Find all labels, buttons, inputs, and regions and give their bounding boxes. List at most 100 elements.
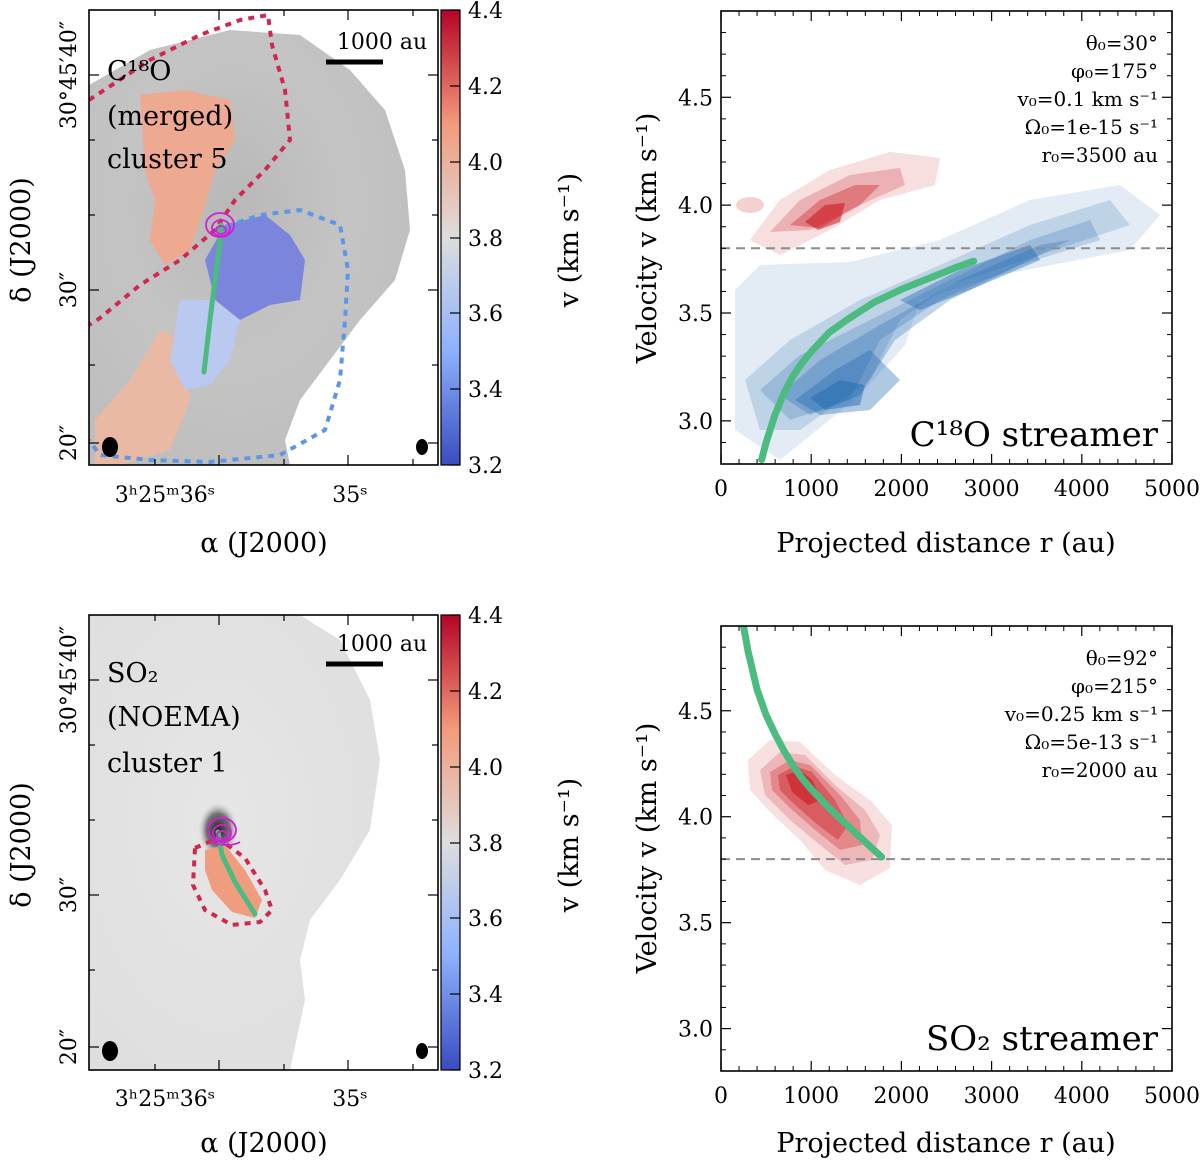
pv-c18o-param-1: φ₀=175° [1071,59,1158,83]
map-so2-beam-right [416,1043,428,1059]
map-so2-annotation-line-1: SO₂ [107,658,158,689]
pv1-xtick-label: 5000 [1144,477,1200,502]
pv2-xtick-label: 2000 [873,1084,929,1109]
pv2-xtick-label: 5000 [1144,1084,1200,1109]
map-so2-red-contour [190,835,275,928]
pv-c18o-xlabel: Projected distance r (au) [776,528,1115,559]
colorbar-c18o-tick-36: 3.6 [468,302,503,327]
pv-c18o-param-4: r₀=3500 au [1042,143,1159,167]
pv-c18o-param-0: θ₀=30° [1086,31,1158,55]
pv1-xtick-label: 3000 [964,477,1020,502]
map-so2-xtick-36s: 3ʰ25ᵐ36ˢ [115,1087,215,1112]
colorbar-c18o-tick-38: 3.8 [468,227,503,252]
map-c18o-annotation-line-3: cluster 5 [107,144,228,175]
colorbar-so2-tick-42: 4.2 [468,680,503,705]
map-c18o-scalebar-label: 1000 au [337,30,427,55]
map-so2-ytick-40: 30°45′40″ [57,626,82,734]
map-so2-scalebar-label: 1000 au [337,632,427,657]
pv-so2-param-2: v₀=0.25 km s⁻¹ [1004,702,1158,726]
map-so2-beam-left [102,1041,118,1061]
colorbar-c18o-ticks [450,9,460,466]
colorbar-so2: 4.4 4.2 4.0 3.8 3.6 3.4 3.2 v (km s⁻¹) [440,604,585,1084]
pv-so2-ylabel: Velocity v (km s⁻¹) [632,723,663,975]
map-c18o-beam-left [102,437,118,457]
pv-so2-param-1: φ₀=215° [1071,674,1158,698]
pv2-ytick-label: 4.5 [678,700,713,725]
pv-so2-title: SO₂ streamer [926,1019,1159,1059]
map-c18o-xtick-36s: 3ʰ25ᵐ36ˢ [115,483,215,508]
map-c18o-annotation-line-1: C¹⁸O [107,56,171,87]
map-c18o-ytick-40: 30°45′40″ [57,21,82,129]
map-c18o-streamline [201,222,224,375]
pv1-ytick-label: 3.0 [678,410,713,435]
pv-so2-param-0: θ₀=92° [1086,646,1158,670]
pv-so2-kde-red [748,740,892,885]
colorbar-so2-tick-40: 4.0 [468,756,503,781]
map-so2-ytick-30: 30″ [57,877,82,913]
pv-so2-xlabel: Projected distance r (au) [776,1128,1115,1159]
pv1-xtick-label: 1000 [783,477,839,502]
pv-so2-model-curve [740,626,886,861]
pv-c18o-title: C¹⁸O streamer [910,415,1159,455]
pv2-xtick-label: 0 [714,1084,728,1109]
pv-c18o-ticks: 0 1000 2000 3000 4000 5000 3.0 3.5 4.0 4.5 [678,10,1200,502]
map-so2-annotation-line-3: cluster 1 [107,748,228,779]
map-c18o-magenta-contours [205,212,235,238]
colorbar-c18o-label: v (km s⁻¹) [554,173,585,308]
map-c18o-ytick-20: 20″ [57,425,82,461]
pv-c18o-kde-red [736,152,940,255]
map-c18o-xtick-35s: 35ˢ [332,483,367,508]
map-c18o-red-contour [89,12,293,327]
colorbar-so2-tick-38: 3.8 [468,832,503,857]
pv2-ytick-label: 4.0 [678,806,713,831]
pv-so2-param-3: Ω₀=5e-13 s⁻¹ [1025,730,1158,754]
map-c18o-ylabel: δ (J2000) [6,177,37,302]
pv-so2-ticks: 0 1000 2000 3000 4000 5000 3.0 3.5 4.0 4.5 [678,625,1200,1109]
colorbar-so2-tick-44: 4.4 [468,604,503,629]
map-so2-magenta-contours [207,817,241,846]
pv-c18o-kde-blue [735,185,1160,460]
map-c18o-beam-right [416,439,428,455]
colorbar-c18o: 4.4 4.2 4.0 3.8 3.6 3.4 3.2 v (km s⁻¹) [440,0,585,479]
map-c18o-red-emission-south [95,330,190,465]
pv2-ytick-label: 3.5 [678,912,713,937]
colorbar-so2-tick-34: 3.4 [468,983,503,1008]
pv-so2: 0 1000 2000 3000 4000 5000 3.0 3.5 4.0 4.5 θ₀=92°… [632,625,1200,1159]
map-c18o-ytick-30: 30″ [57,272,82,308]
pv-c18o: 0 1000 2000 3000 4000 5000 3.0 3.5 4.0 4.5 θ₀=30°… [632,10,1200,559]
colorbar-so2-ticks [450,614,460,1071]
map-so2-annotation-line-2: (NOEMA) [107,702,241,733]
map-so2-xlabel: α (J2000) [200,1128,327,1159]
pv2-xtick-label: 3000 [964,1084,1020,1109]
map-c18o-annotation-line-2: (merged) [107,101,233,132]
colorbar-c18o-tick-44: 4.4 [468,0,503,24]
map-so2-ylabel: δ (J2000) [6,782,37,907]
map-c18o-blue-contour [89,207,351,465]
colorbar-c18o-tick-34: 3.4 [468,378,503,403]
map-c18o-blue-emission [205,215,305,320]
pv1-xtick-label: 2000 [873,477,929,502]
map-so2-ytick-20: 20″ [57,1029,82,1065]
map-c18o-red-emission [140,90,235,265]
pv1-xtick-label: 0 [714,477,728,502]
colorbar-c18o-tick-42: 4.2 [468,75,503,100]
pv1-ytick-label: 3.5 [678,302,713,327]
pv1-xtick-label: 4000 [1054,477,1110,502]
colorbar-c18o-tick-40: 4.0 [468,151,503,176]
pv-c18o-model-curve [758,257,978,464]
map-c18o-xlabel: α (J2000) [200,528,327,559]
map-so2: 1000 au SO₂ (NOEMA) cluster 1 30°45′40″ … [6,614,439,1159]
pv-c18o-param-3: Ω₀=1e-15 s⁻¹ [1025,115,1158,139]
map-c18o: 1000 au C¹⁸O (merged) cluster 5 30°45′40… [6,9,439,559]
pv1-ytick-label: 4.0 [678,194,713,219]
pv2-xtick-label: 4000 [1054,1084,1110,1109]
colorbar-so2-tick-36: 3.6 [468,907,503,932]
colorbar-c18o-tick-32: 3.2 [468,454,503,479]
pv-c18o-ylabel: Velocity v (km s⁻¹) [632,113,663,365]
pv2-xtick-label: 1000 [783,1084,839,1109]
pv1-ytick-label: 4.5 [678,86,713,111]
map-c18o-ticks [89,10,438,465]
pv-so2-param-4: r₀=2000 au [1042,758,1159,782]
map-so2-ticks [89,615,438,1070]
